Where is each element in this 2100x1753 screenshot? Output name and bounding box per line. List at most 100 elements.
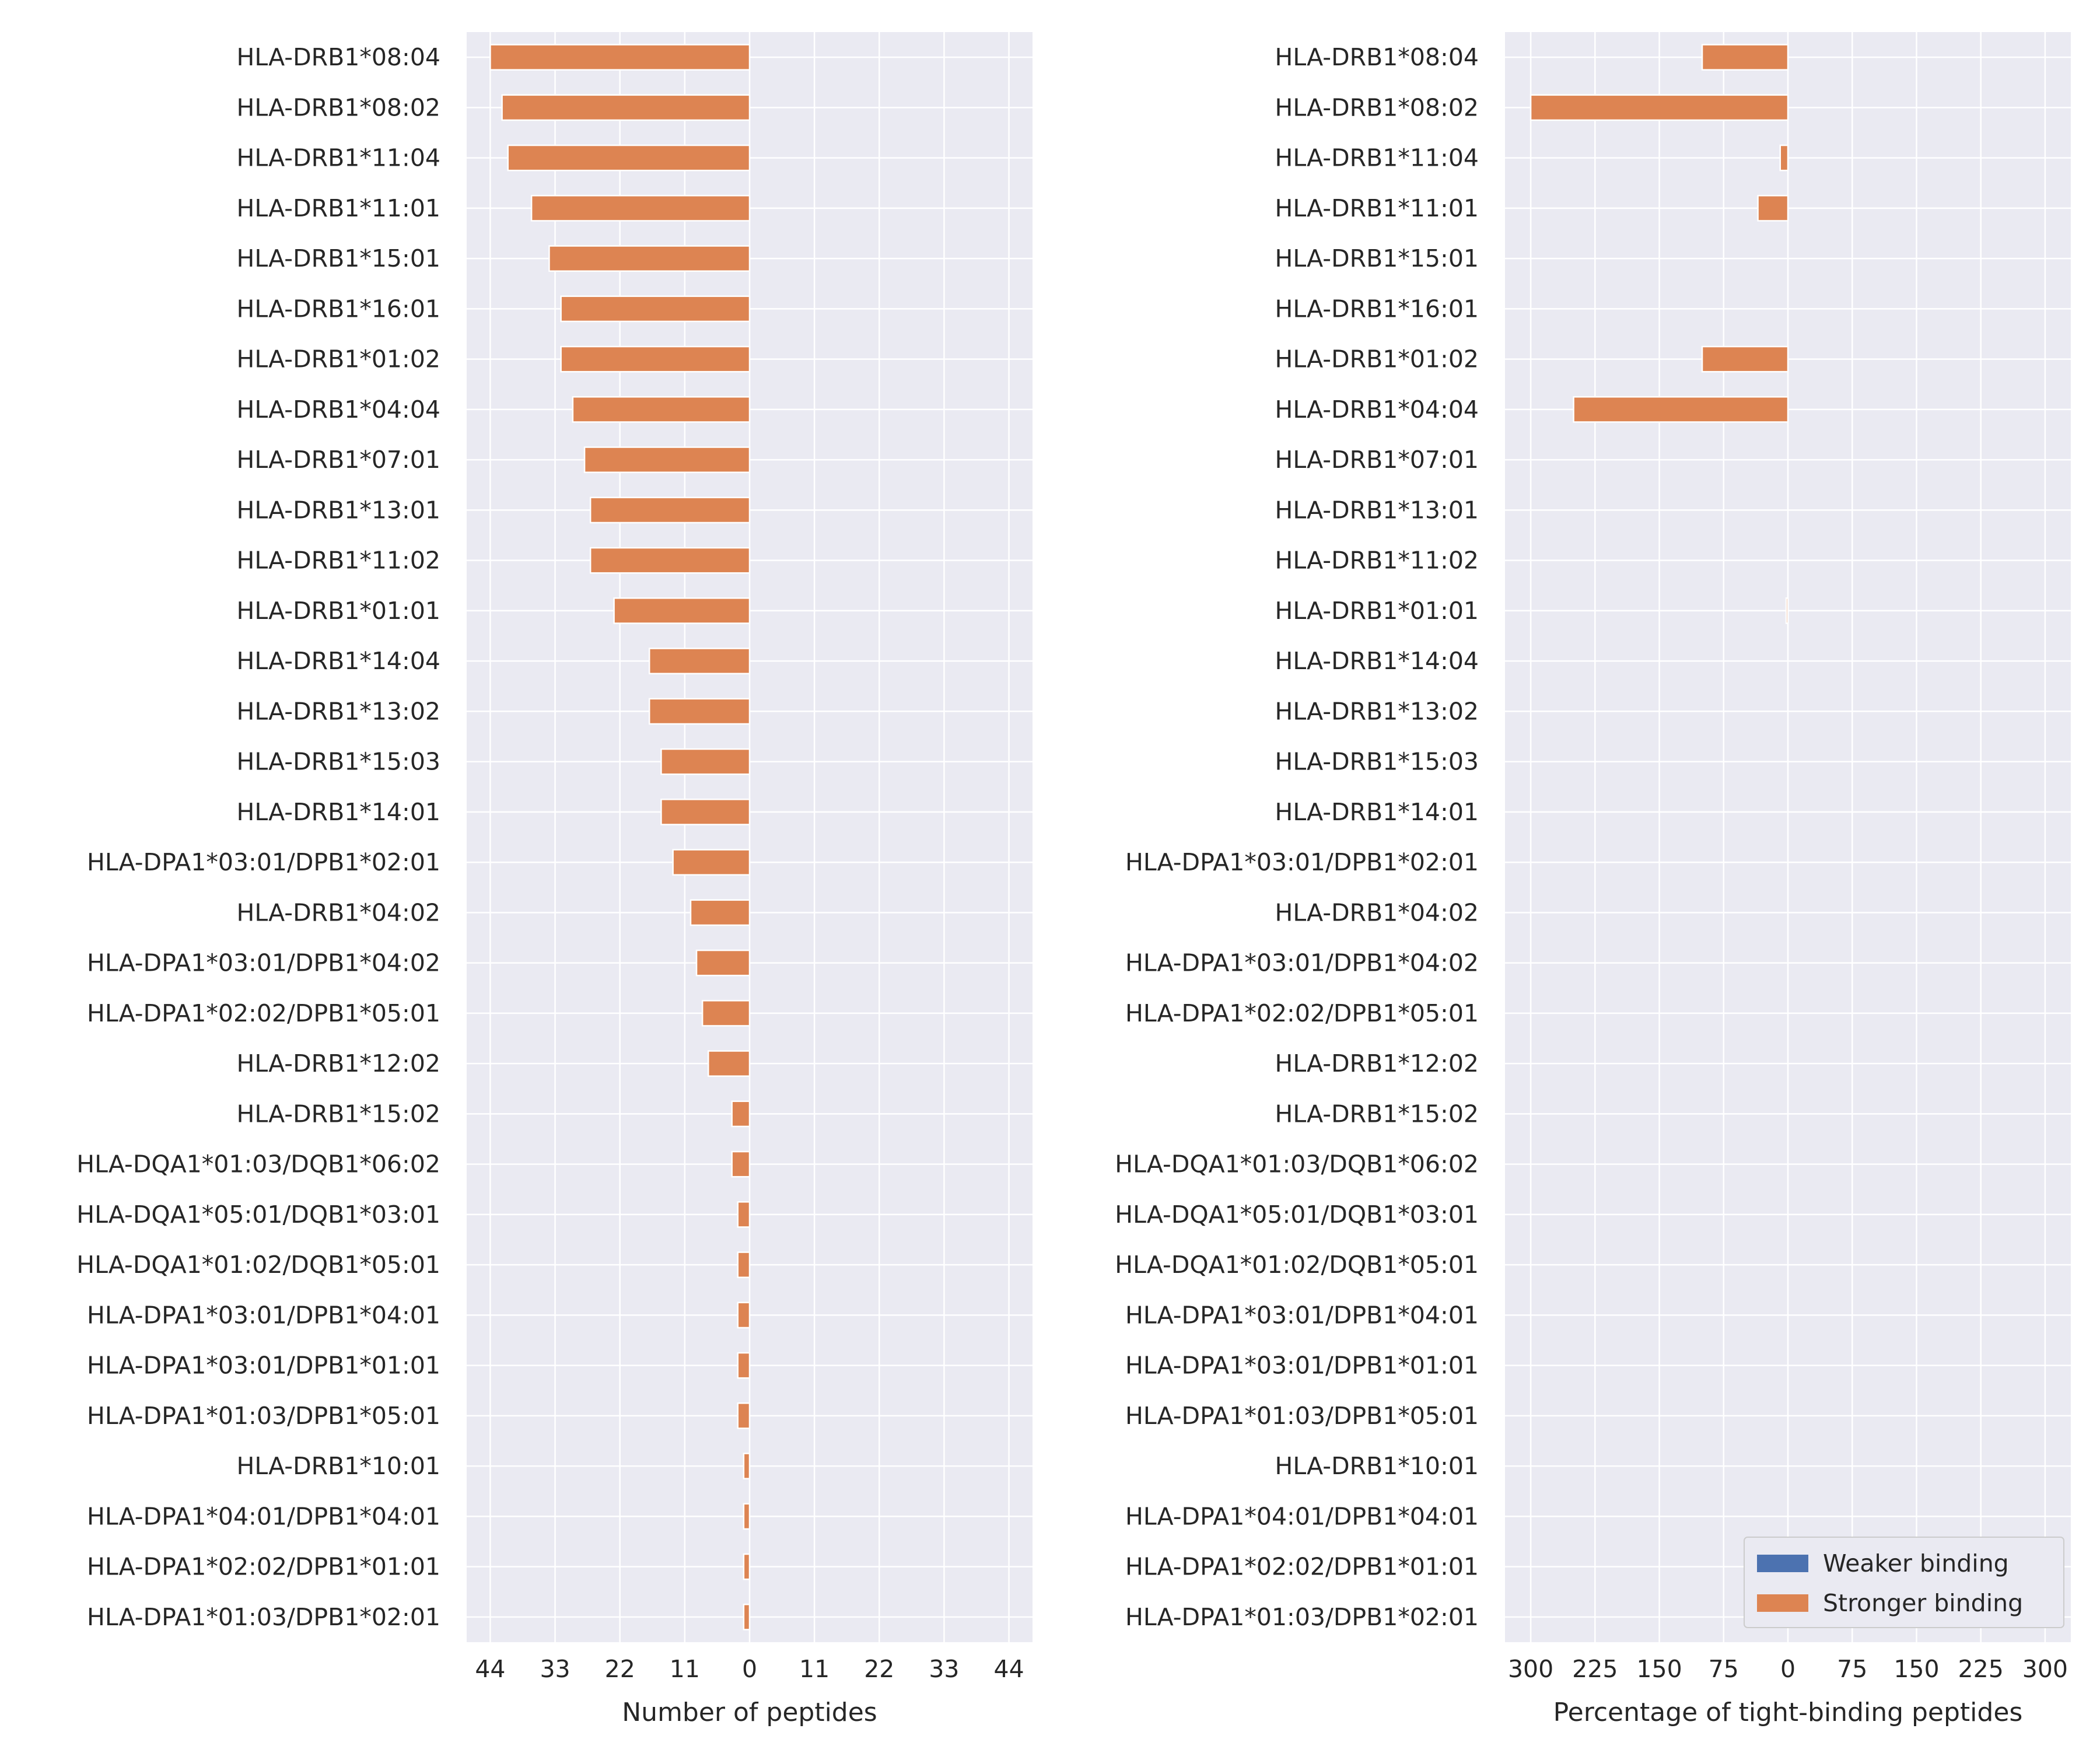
category-label: HLA-DQA1*05:01/DQB1*03:01 <box>1115 1201 1479 1229</box>
bar <box>560 345 751 373</box>
legend-label: Stronger binding <box>1823 1589 2023 1617</box>
bar <box>737 1301 751 1329</box>
bar <box>530 195 751 222</box>
category-label: HLA-DRB1*08:04 <box>1275 43 1479 71</box>
category-label: HLA-DRB1*12:02 <box>1275 1049 1479 1077</box>
x-tick-label: 44 <box>993 1655 1024 1683</box>
x-tick-label: 150 <box>1636 1655 1682 1683</box>
category-label: HLA-DQA1*01:02/DQB1*05:01 <box>1115 1251 1479 1279</box>
category-label: HLA-DRB1*07:01 <box>237 446 440 474</box>
bar <box>695 949 751 977</box>
category-label: HLA-DPA1*03:01/DPB1*04:01 <box>87 1301 440 1329</box>
bar <box>708 1050 751 1077</box>
category-label: HLA-DQA1*01:02/DQB1*05:01 <box>76 1251 440 1279</box>
bar <box>648 648 751 674</box>
category-label: HLA-DRB1*15:02 <box>237 1100 440 1128</box>
category-label: HLA-DRB1*16:01 <box>237 295 440 323</box>
category-label: HLA-DRB1*01:02 <box>1275 345 1479 373</box>
bar <box>737 1251 751 1278</box>
bar <box>507 144 751 172</box>
bar <box>743 1604 751 1630</box>
category-label: HLA-DRB1*13:02 <box>237 697 440 725</box>
bar <box>737 1352 751 1379</box>
x-tick-label: 22 <box>864 1655 894 1683</box>
category-label: HLA-DPA1*02:02/DPB1*01:01 <box>1125 1553 1479 1581</box>
category-label: HLA-DRB1*11:04 <box>1275 144 1479 172</box>
legend-swatch <box>1757 1594 1808 1612</box>
bar <box>660 748 751 775</box>
bar <box>731 1150 751 1178</box>
category-label: HLA-DRB1*13:01 <box>1275 496 1479 524</box>
category-label: HLA-DPA1*01:03/DPB1*02:01 <box>1125 1603 1479 1631</box>
category-label: HLA-DRB1*04:02 <box>237 898 440 926</box>
category-label: HLA-DPA1*03:01/DPB1*04:02 <box>1125 949 1479 977</box>
bar <box>743 1453 751 1479</box>
category-label: HLA-DRB1*15:01 <box>237 244 440 272</box>
category-label: HLA-DRB1*08:02 <box>237 93 440 121</box>
x-tick-label: 75 <box>1709 1655 1739 1683</box>
bar <box>737 1201 751 1228</box>
x-tick-label: 11 <box>670 1655 700 1683</box>
bar <box>548 245 751 272</box>
bar <box>1701 44 1789 71</box>
bar <box>1779 144 1789 172</box>
bar <box>589 547 751 574</box>
bar <box>1573 396 1789 423</box>
bar <box>660 799 751 825</box>
bar <box>731 1100 751 1128</box>
x-tick-label: 33 <box>929 1655 959 1683</box>
x-tick-label: 0 <box>742 1655 757 1683</box>
bar <box>560 295 751 323</box>
category-label: HLA-DRB1*13:01 <box>237 496 440 524</box>
category-label: HLA-DRB1*12:02 <box>237 1049 440 1077</box>
category-label: HLA-DRB1*01:02 <box>237 345 440 373</box>
legend-label: Weaker binding <box>1823 1549 2009 1577</box>
category-label: HLA-DQA1*05:01/DQB1*03:01 <box>76 1201 440 1229</box>
category-label: HLA-DRB1*14:01 <box>1275 798 1479 826</box>
category-label: HLA-DPA1*04:01/DPB1*04:01 <box>87 1502 440 1530</box>
category-label: HLA-DRB1*16:01 <box>1275 295 1479 323</box>
category-label: HLA-DRB1*13:02 <box>1275 697 1479 725</box>
x-tick-label: 225 <box>1958 1655 2004 1683</box>
category-label: HLA-DPA1*02:02/DPB1*05:01 <box>1125 999 1479 1027</box>
category-label: HLA-DQA1*01:03/DQB1*06:02 <box>1115 1150 1479 1178</box>
category-label: HLA-DRB1*11:02 <box>237 547 440 575</box>
x-tick-label: 150 <box>1894 1655 1939 1683</box>
category-label: HLA-DPA1*02:02/DPB1*05:01 <box>87 999 440 1027</box>
category-label: HLA-DRB1*04:04 <box>237 396 440 424</box>
x-axis-label: Percentage of tight-binding peptides <box>1553 1698 2023 1727</box>
category-label: HLA-DPA1*01:03/DPB1*02:01 <box>87 1603 440 1631</box>
category-label: HLA-DRB1*14:01 <box>237 798 440 826</box>
bar <box>1757 195 1789 222</box>
bar <box>1701 345 1789 373</box>
legend-box <box>1744 1537 2064 1628</box>
category-label: HLA-DRB1*14:04 <box>1275 647 1479 675</box>
category-label: HLA-DPA1*03:01/DPB1*02:01 <box>1125 848 1479 876</box>
category-label: HLA-DPA1*02:02/DPB1*01:01 <box>87 1553 440 1581</box>
x-tick-label: 300 <box>2022 1655 2068 1683</box>
bar <box>489 44 751 71</box>
category-label: HLA-DRB1*01:01 <box>237 597 440 625</box>
bar <box>1530 94 1789 121</box>
bar <box>737 1402 751 1429</box>
category-label: HLA-DRB1*08:02 <box>1275 93 1479 121</box>
x-tick-label: 44 <box>475 1655 505 1683</box>
category-label: HLA-DPA1*04:01/DPB1*04:01 <box>1125 1502 1479 1530</box>
bar <box>501 94 751 121</box>
bar <box>743 1553 751 1580</box>
category-label: HLA-DQA1*01:03/DQB1*06:02 <box>76 1150 440 1178</box>
x-tick-label: 22 <box>605 1655 635 1683</box>
x-axis-label: Number of peptides <box>622 1698 877 1727</box>
x-tick-label: 75 <box>1837 1655 1867 1683</box>
bar <box>589 496 751 524</box>
bar <box>572 396 751 423</box>
bar <box>613 597 751 624</box>
bar <box>1785 597 1789 624</box>
category-label: HLA-DRB1*10:01 <box>237 1452 440 1480</box>
category-label: HLA-DRB1*11:02 <box>1275 547 1479 575</box>
category-label: HLA-DRB1*08:04 <box>237 43 440 71</box>
category-label: HLA-DRB1*15:03 <box>1275 748 1479 776</box>
category-label: HLA-DPA1*01:03/DPB1*05:01 <box>87 1402 440 1430</box>
